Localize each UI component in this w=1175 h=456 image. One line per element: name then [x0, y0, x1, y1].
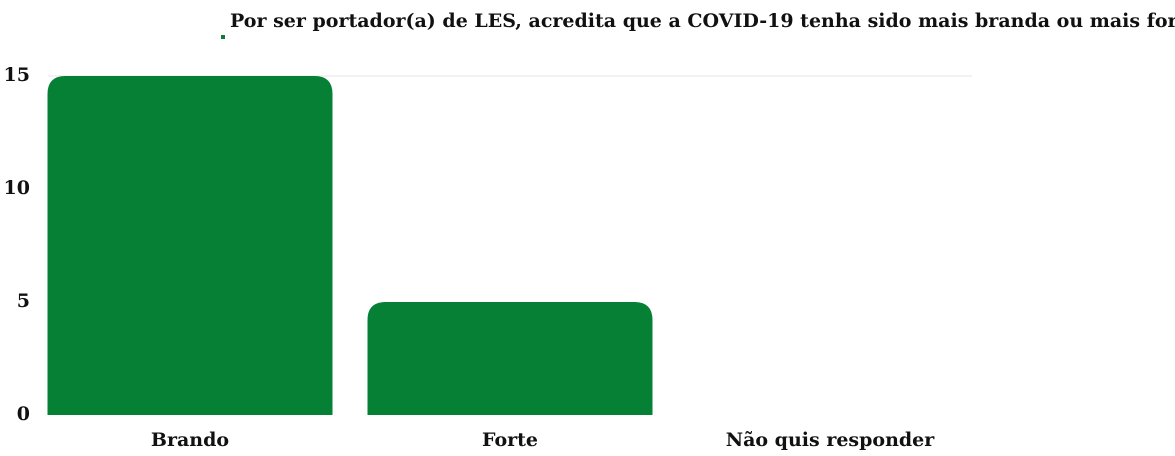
x-tick-label: Não quis responder [726, 429, 936, 451]
x-tick-label: Forte [482, 429, 538, 451]
y-tick-label: 5 [17, 290, 30, 312]
y-tick-label: 15 [4, 64, 30, 86]
bar [47, 76, 333, 415]
legend-marker [221, 35, 225, 39]
chart-title: Por ser portador(a) de LES, acredita que… [230, 10, 1175, 32]
x-tick-label: Brando [151, 429, 229, 451]
bar [367, 302, 653, 415]
y-tick-label: 10 [4, 177, 30, 199]
y-tick-label: 0 [17, 403, 30, 425]
